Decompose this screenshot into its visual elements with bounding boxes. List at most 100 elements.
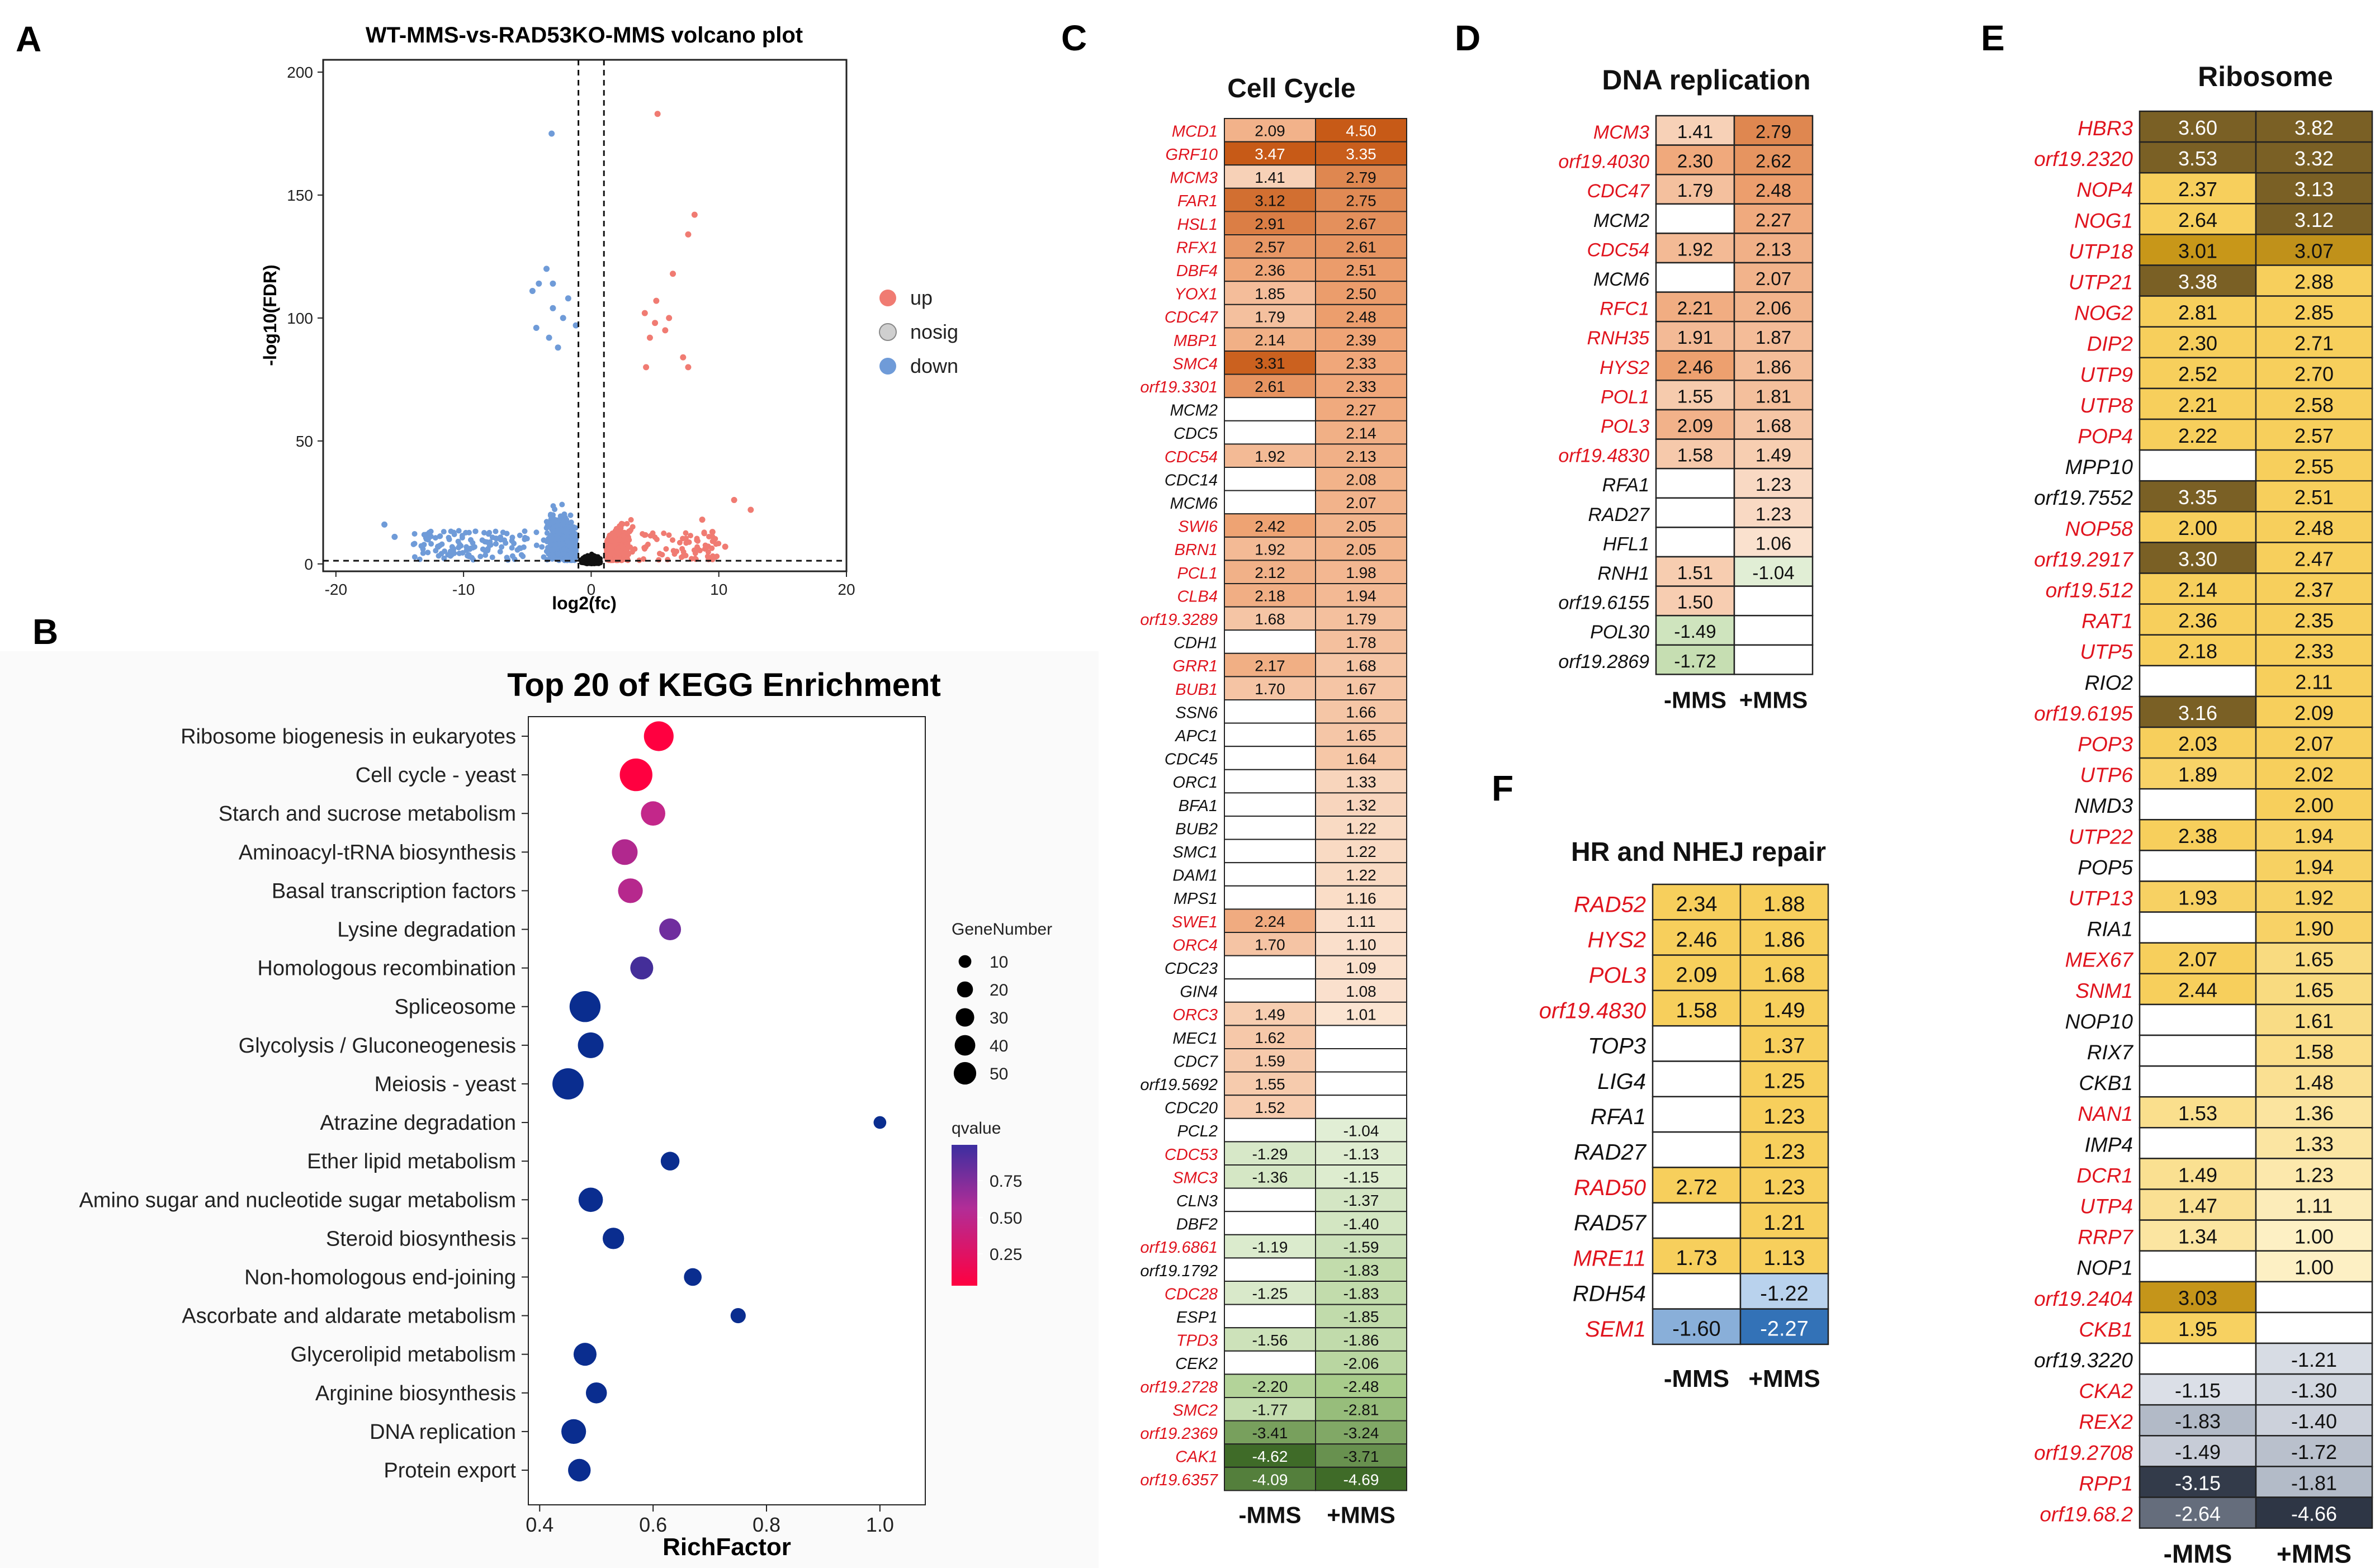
- volcano-point-nosig: [594, 554, 600, 560]
- gene-label: orf19.2320: [2034, 148, 2133, 170]
- heatmap-cell-value: 1.68: [1756, 415, 1791, 436]
- kegg-term-label: Aminoacyl-tRNA biosynthesis: [239, 841, 516, 864]
- volcano-point-down: [553, 535, 560, 541]
- heatmap-cell-value: 1.86: [1756, 357, 1791, 377]
- volcano-point-down: [550, 553, 556, 560]
- heatmap-cell: [1315, 1164, 1407, 1189]
- heatmap-cell: [1655, 527, 1735, 558]
- volcano-point-down: [558, 516, 564, 522]
- heatmap-cell-value: 1.86: [1764, 928, 1805, 951]
- heatmap-cell-value: 2.62: [1756, 151, 1791, 172]
- heatmap-cell: [1224, 816, 1316, 840]
- gene-label: NOP1: [2076, 1257, 2133, 1280]
- heatmap-cell-value: 2.06: [1756, 298, 1791, 319]
- gene-label: MPP10: [2065, 456, 2133, 479]
- heatmap-cell-value: 2.67: [1346, 215, 1376, 233]
- heatmap-cell-value: 2.61: [1346, 239, 1376, 256]
- heatmap-cell: [1315, 1350, 1407, 1375]
- heatmap-cell-value: 1.11: [2295, 1194, 2333, 1217]
- volcano-point-up: [641, 310, 648, 316]
- heatmap-cell: [1652, 1202, 1742, 1239]
- heatmap-cell: [2255, 973, 2373, 1006]
- gene-label: PCL2: [1177, 1122, 1218, 1140]
- volcano-x-tick-label: 20: [838, 581, 855, 598]
- volcano-point-down: [533, 542, 540, 548]
- heatmap-cell: [1315, 327, 1407, 352]
- heatmap-cell-value: 1.08: [1346, 983, 1376, 1000]
- gene-label: BUB1: [1175, 681, 1218, 699]
- kegg-color-legend-label: 0.25: [990, 1245, 1022, 1264]
- volcano-point-down: [573, 555, 579, 561]
- gene-label: RAT1: [2081, 610, 2133, 633]
- heatmap-cell: [2255, 1281, 2373, 1314]
- heatmap-cell-value: -1.40: [1343, 1215, 1379, 1233]
- heatmap-cell-value: 2.91: [1255, 215, 1285, 233]
- volcano-point-down: [391, 533, 398, 540]
- heatmap-cell: [1655, 262, 1735, 293]
- gene-label: orf19.3301: [1140, 378, 1218, 396]
- heatmap-cell: [1315, 1141, 1407, 1166]
- kegg-term-label: Ascorbate and aldarate metabolism: [182, 1305, 516, 1328]
- gene-label: HBR3: [2078, 117, 2133, 140]
- gene-label: orf19.68.2: [2040, 1503, 2133, 1526]
- volcano-point-up: [615, 529, 621, 536]
- gene-label: DBF4: [1176, 262, 1218, 280]
- heatmap-cell-value: 1.51: [1677, 562, 1713, 583]
- volcano-point-up: [642, 532, 649, 538]
- volcano-point-down: [489, 554, 495, 560]
- heatmap-cell: [2139, 1250, 2257, 1283]
- heatmap-cell: [1224, 978, 1316, 1003]
- heatmap-cell: [1315, 234, 1407, 259]
- heatmap-cell-value: 1.00: [2294, 1256, 2334, 1279]
- heatmap-cell: [1224, 443, 1316, 468]
- heatmap-cell: [1655, 644, 1735, 675]
- heatmap-cell-value: -1.22: [1760, 1282, 1809, 1305]
- heatmap-cell-value: 3.53: [2178, 147, 2217, 170]
- heatmap-cell-value: -4.69: [1343, 1471, 1379, 1488]
- heatmap-cell-value: 1.36: [2294, 1102, 2334, 1125]
- heatmap-cell-value: 2.14: [1255, 331, 1285, 349]
- gene-label: MEC1: [1172, 1030, 1218, 1048]
- heatmap-cell-value: -1.83: [1343, 1262, 1379, 1279]
- volcano-point-up: [607, 553, 613, 559]
- kegg-bubble: [568, 1458, 591, 1482]
- heatmap-title: HR and NHEJ repair: [1571, 837, 1826, 867]
- heatmap-cell-value: 2.30: [2178, 332, 2217, 355]
- heatmap-cell: [2255, 418, 2373, 451]
- heatmap-cell-value: -2.48: [1343, 1378, 1379, 1395]
- heatmap-cell: [2139, 911, 2257, 944]
- heatmap-cell-value: 3.47: [1255, 145, 1285, 163]
- volcano-point-down: [554, 522, 560, 528]
- heatmap-cell-value: 3.03: [2178, 1287, 2217, 1310]
- heatmap-cell: [1315, 1025, 1407, 1050]
- heatmap-cell-value: 2.07: [1346, 494, 1376, 511]
- heatmap-cell: [1315, 1327, 1407, 1352]
- heatmap-column-header: +MMS: [1748, 1365, 1820, 1392]
- kegg-bubble: [630, 956, 654, 980]
- heatmap-cell: [1315, 606, 1407, 631]
- heatmap-cell-value: 1.23: [1764, 1140, 1805, 1164]
- volcano-point-down: [553, 545, 559, 551]
- volcano-point-up: [656, 557, 662, 563]
- gene-label: UTP21: [2069, 271, 2133, 293]
- heatmap-cell: [2255, 880, 2373, 913]
- heatmap-cell: [2255, 942, 2373, 975]
- heatmap-cell-value: -1.59: [1343, 1238, 1379, 1256]
- heatmap-cell-value: 2.39: [1346, 331, 1376, 349]
- heatmap-cell-value: -1.29: [1252, 1145, 1288, 1163]
- kegg-bubble: [585, 1382, 607, 1404]
- heatmap-cell-value: 2.48: [2294, 517, 2334, 539]
- heatmap-cell-value: 2.88: [2294, 270, 2334, 293]
- volcano-point-up: [666, 532, 672, 538]
- volcano-point-down: [456, 550, 462, 556]
- heatmap-cell-value: 2.36: [1255, 262, 1285, 279]
- volcano-legend-label-nosig: nosig: [910, 320, 958, 343]
- heatmap-cell-value: -2.27: [1760, 1318, 1809, 1341]
- heatmap-cell: [1739, 1202, 1829, 1239]
- volcano-point-down: [441, 529, 447, 535]
- volcano-x-tick-label: 10: [710, 581, 727, 598]
- heatmap-cell: [2255, 1127, 2373, 1159]
- gene-label: DCR1: [2076, 1164, 2133, 1187]
- heatmap-cell-value: 3.38: [2178, 270, 2217, 293]
